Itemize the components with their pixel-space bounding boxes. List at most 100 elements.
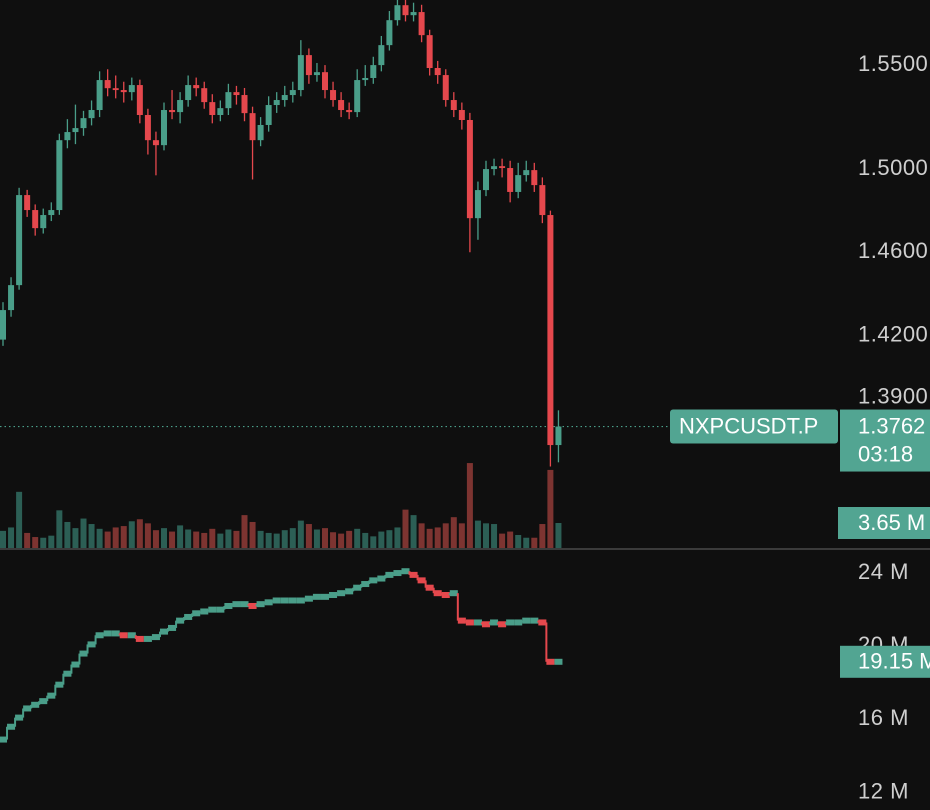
lower-step [23,705,32,712]
candle-body [120,90,127,93]
candle-body [539,185,546,216]
candle-body [112,88,119,91]
lower-step [39,698,48,705]
volume-bar [450,517,457,548]
y-tick-label: 1.4200 [858,321,928,346]
lower-step [79,650,88,657]
candle-body [515,175,522,192]
candle-body [217,108,224,116]
volume-bar [201,532,208,548]
candle-body [136,85,143,116]
symbol-tag-bg [670,409,838,444]
candle-body [499,166,506,169]
candle-body [410,12,417,16]
volume-bar [152,530,159,548]
volume-bar [410,515,417,548]
lower-step [151,634,160,641]
volume-bar [32,537,39,548]
candle-body [338,100,345,111]
volume-bar [8,527,15,548]
volume-bar [16,491,23,548]
candle-body [96,80,103,111]
lower-step [329,592,338,599]
lower-step [143,635,152,642]
candle-body [152,140,159,146]
lower-step [31,701,40,708]
lower-step [256,601,265,608]
candle-body [0,310,6,340]
lower-step [312,593,321,600]
lower-step [465,619,474,626]
lower-step [264,599,273,606]
candle-body [257,124,264,141]
candle-body [80,118,87,129]
lower-step [320,593,330,600]
lower-y-tick-label: 12 M [858,778,909,803]
lower-step [296,597,305,604]
lower-step [345,588,354,595]
candle-body [209,102,216,116]
volume-bar [281,530,288,548]
lower-step [192,610,201,617]
candle-body [24,195,31,211]
lower-step [522,617,531,624]
candle-body [8,285,15,311]
volume-bar [96,528,103,548]
lower-step [111,630,120,637]
volume-bar [434,527,441,548]
lower-step [473,619,482,626]
candle-body [265,105,272,125]
lower-step [401,568,410,575]
lower-tag-bg [840,645,930,678]
volume-bar [474,520,481,548]
candle-body [450,100,457,111]
candle-body [474,190,481,219]
volume-bar [354,528,361,548]
candle-body [16,195,23,286]
volume-bar [305,524,312,548]
volume-bar [56,510,63,548]
volume-bar [418,523,425,548]
volume-bar [209,528,216,548]
candle-body [426,35,433,69]
lower-step [304,595,313,602]
volume-bar [483,523,489,548]
volume-bar [24,532,31,548]
volume-bar [104,531,111,548]
lower-step [119,632,128,639]
volume-bar [48,535,55,548]
volume-bar [80,518,87,548]
volume-bar [0,530,6,548]
volume-bar [297,520,304,548]
volume-bar [64,521,71,548]
candle-body [161,110,167,146]
candle-body [193,85,200,89]
candle-body [523,170,530,176]
volume-bar [362,532,369,548]
lower-step [176,617,185,624]
candle-body [346,110,353,113]
candle-body [281,95,288,101]
lower-step [498,621,507,628]
lower-step [224,602,233,609]
volume-bar [193,531,200,548]
y-tick-label: 1.4600 [858,238,928,263]
volume-bar [88,524,95,548]
volume-bar [161,528,167,548]
lower-step [361,581,370,588]
candle-body [56,140,63,211]
volume-bar [539,524,546,548]
candle-body [88,110,95,119]
lower-step [135,635,144,642]
countdown: 03:18 [858,441,913,466]
volume-bar [330,532,337,548]
candle-body [64,132,71,141]
volume-bar [120,526,127,548]
symbol-tag: NXPCUSDT.P [679,413,818,438]
candle-body [531,170,538,186]
volume-bar [257,530,264,548]
candle-body [491,166,498,170]
candle-body [104,80,111,89]
candle-body [233,92,240,96]
volume-bar [72,528,79,548]
